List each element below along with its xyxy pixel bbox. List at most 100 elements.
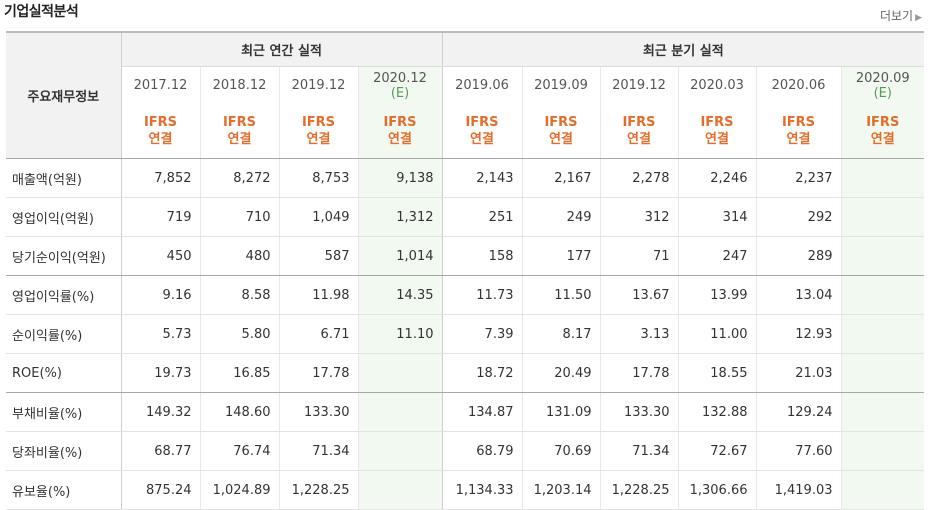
table-row: 유보율(%) 875.24 1,024.89 1,228.25 1,134.33 1,20… xyxy=(6,470,925,510)
table-cell xyxy=(840,470,925,510)
table-cell: 71 xyxy=(599,236,678,276)
table-row: 영업이익률(%) 9.16 8.58 11.98 14.35 11.73 11.50 13.6… xyxy=(6,275,925,315)
table-cell: 71.34 xyxy=(278,431,358,471)
table-cell: 18.72 xyxy=(442,353,522,393)
table-cell: 11.10 xyxy=(357,314,443,354)
ifrs-label: IFRS xyxy=(622,115,656,130)
table-cell: 20.49 xyxy=(521,353,600,393)
consolidated-label: 연결 xyxy=(388,132,412,147)
table-cell: 314 xyxy=(677,197,756,237)
table-cell: 129.24 xyxy=(755,392,841,432)
table-cell: 131.09 xyxy=(521,392,600,432)
ifrs-label: IFRS xyxy=(383,115,417,130)
table-cell: 13.04 xyxy=(755,275,841,315)
table-cell: 76.74 xyxy=(199,431,279,471)
table-cell: 149.32 xyxy=(121,392,200,432)
table-cell: 7,852 xyxy=(121,158,200,198)
consolidated-label: 연결 xyxy=(786,132,811,147)
ifrs-badge: IFRS 연결 xyxy=(199,104,279,159)
consolidated-label: 연결 xyxy=(470,132,494,147)
table-row: 매출액(억원) 7,852 8,272 8,753 9,138 2,143 2,167 2,2… xyxy=(6,158,925,198)
table-cell xyxy=(840,353,925,393)
table-cell: 70.69 xyxy=(521,431,600,471)
table-cell: 158 xyxy=(442,236,522,276)
table-cell: 72.67 xyxy=(677,431,756,471)
ifrs-label: IFRS xyxy=(465,115,499,130)
table-cell: 6.71 xyxy=(278,314,358,354)
period-label: 2020.12 xyxy=(373,70,427,86)
ifrs-badge: IFRS 연결 xyxy=(278,104,358,159)
period-header: 2019.12 xyxy=(599,66,678,104)
ifrs-badge: IFRS 연결 xyxy=(840,104,925,159)
ifrs-label: IFRS xyxy=(301,115,336,130)
table-cell: 1,419.03 xyxy=(755,470,841,510)
table-cell: 450 xyxy=(121,236,200,276)
table-cell: 289 xyxy=(755,236,841,276)
ifrs-label: IFRS xyxy=(700,115,734,130)
table-cell xyxy=(840,197,925,237)
row-label: 영업이익(억원) xyxy=(6,197,122,237)
table-cell xyxy=(840,236,925,276)
table-cell: 18.55 xyxy=(677,353,756,393)
table-cell: 5.73 xyxy=(121,314,200,354)
table-cell: 719 xyxy=(121,197,200,237)
table-cell: 11.98 xyxy=(278,275,358,315)
row-label: 매출액(억원) xyxy=(6,158,122,198)
table-cell: 17.78 xyxy=(278,353,358,393)
table-cell: 68.77 xyxy=(121,431,200,471)
table-cell: 1,203.14 xyxy=(521,470,600,510)
table-cell: 8.17 xyxy=(521,314,600,354)
ifrs-label: IFRS xyxy=(781,115,816,130)
table-cell: 3.13 xyxy=(599,314,678,354)
row-label: 당좌비율(%) xyxy=(6,431,122,471)
table-cell: 132.88 xyxy=(677,392,756,432)
ifrs-label: IFRS xyxy=(866,115,900,130)
table-cell xyxy=(357,353,443,393)
table-cell: 1,049 xyxy=(278,197,358,237)
table-cell: 1,014 xyxy=(357,236,443,276)
table-cell: 5.80 xyxy=(199,314,279,354)
table-cell: 19.73 xyxy=(121,353,200,393)
annual-section-title: 최근 연간 실적 xyxy=(121,31,443,67)
table-cell: 133.30 xyxy=(599,392,678,432)
table-cell: 13.99 xyxy=(677,275,756,315)
table-cell: 133.30 xyxy=(278,392,358,432)
period-header: 2019.06 xyxy=(442,67,522,105)
ifrs-badge: IFRS 연결 xyxy=(442,104,522,159)
table-cell: 16.85 xyxy=(199,353,279,393)
table-cell: 8,753 xyxy=(278,158,358,198)
table-cell xyxy=(840,158,925,198)
table-cell: 1,306.66 xyxy=(677,470,756,510)
table-cell: 292 xyxy=(755,197,841,237)
table-cell xyxy=(840,275,925,315)
financial-table: 주요재무정보 최근 연간 실적 최근 분기 실적 2017.12 2018.12 2… xyxy=(6,31,925,510)
table-cell: 9.16 xyxy=(121,275,200,315)
table-cell: 2,246 xyxy=(677,158,756,198)
ifrs-badge: IFRS 연결 xyxy=(121,104,200,159)
table-cell: 11.50 xyxy=(521,275,600,315)
table-cell xyxy=(840,314,925,354)
ifrs-label: IFRS xyxy=(143,115,178,130)
row-label: 당기순이익(억원) xyxy=(6,236,122,276)
row-label: 부채비율(%) xyxy=(6,392,122,432)
table-cell: 2,237 xyxy=(755,158,841,198)
consolidated-label: 연결 xyxy=(627,132,651,147)
table-cell: 71.34 xyxy=(599,431,678,471)
period-label: 2020.06 xyxy=(771,78,826,93)
table-cell xyxy=(357,470,443,510)
consolidated-label: 연결 xyxy=(549,132,573,147)
period-header: 2020.06 xyxy=(755,66,841,104)
period-label: 2019.06 xyxy=(455,78,509,93)
period-label: 2019.12 xyxy=(291,78,346,93)
triangle-right-icon: ▶ xyxy=(915,13,922,23)
table-cell: 1,228.25 xyxy=(278,470,358,510)
row-header-label: 주요재무정보 xyxy=(6,31,122,159)
table-cell: 13.67 xyxy=(599,275,678,315)
table-cell xyxy=(840,392,925,432)
period-header: 2020.03 xyxy=(677,66,756,104)
more-link[interactable]: 더보기 ▶ xyxy=(880,7,922,24)
period-label: 2020.09 xyxy=(855,70,910,86)
table-cell: 8.58 xyxy=(199,275,279,315)
table-row: 부채비율(%) 149.32 148.60 133.30 134.87 131.09 133… xyxy=(6,392,925,432)
estimate-mark: (E) xyxy=(390,85,410,101)
